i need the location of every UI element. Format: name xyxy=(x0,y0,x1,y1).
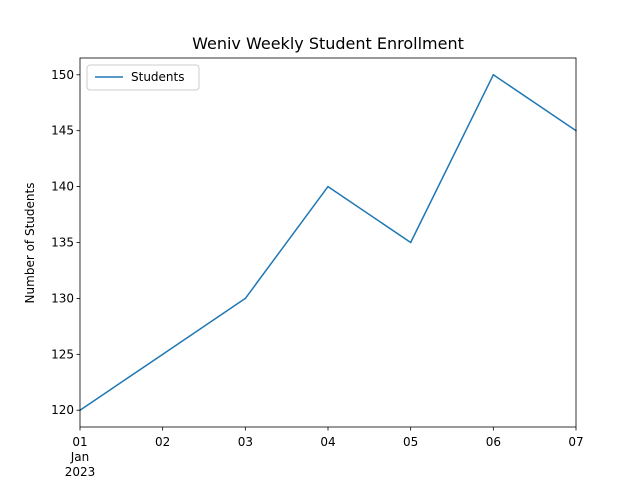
legend-box xyxy=(86,64,200,91)
data-point xyxy=(161,353,164,356)
data-point xyxy=(409,241,412,244)
x-tick-sublabel: 2023 xyxy=(65,465,96,479)
data-point xyxy=(327,185,329,188)
legend: Students xyxy=(86,64,200,91)
data-point xyxy=(492,74,495,76)
x-tick-sublabel: Jan xyxy=(70,450,90,464)
data-point xyxy=(244,297,247,300)
x-tick-label: 01 xyxy=(72,435,87,449)
y-tick-label: 150 xyxy=(51,68,74,82)
legend-label-students: Students xyxy=(131,70,185,84)
y-tick-label: 145 xyxy=(51,124,74,138)
y-tick-label: 140 xyxy=(51,180,74,194)
x-tick-label: 02 xyxy=(155,435,170,449)
y-axis-label: Number of Students xyxy=(23,183,37,304)
y-tick-label: 120 xyxy=(51,403,74,417)
plot-frame xyxy=(79,57,577,428)
chart-title: Weniv Weekly Student Enrollment xyxy=(192,34,464,53)
y-tick-label: 135 xyxy=(51,236,74,250)
y-tick-label: 125 xyxy=(51,347,74,361)
x-tick-label: 07 xyxy=(568,435,583,449)
x-tick-label: 04 xyxy=(320,435,335,449)
x-tick-label: 06 xyxy=(486,435,501,449)
x-tick-label: 05 xyxy=(403,435,418,449)
series-line-students xyxy=(79,74,577,411)
y-tick-label: 130 xyxy=(51,291,74,305)
x-tick-label: 03 xyxy=(238,435,253,449)
